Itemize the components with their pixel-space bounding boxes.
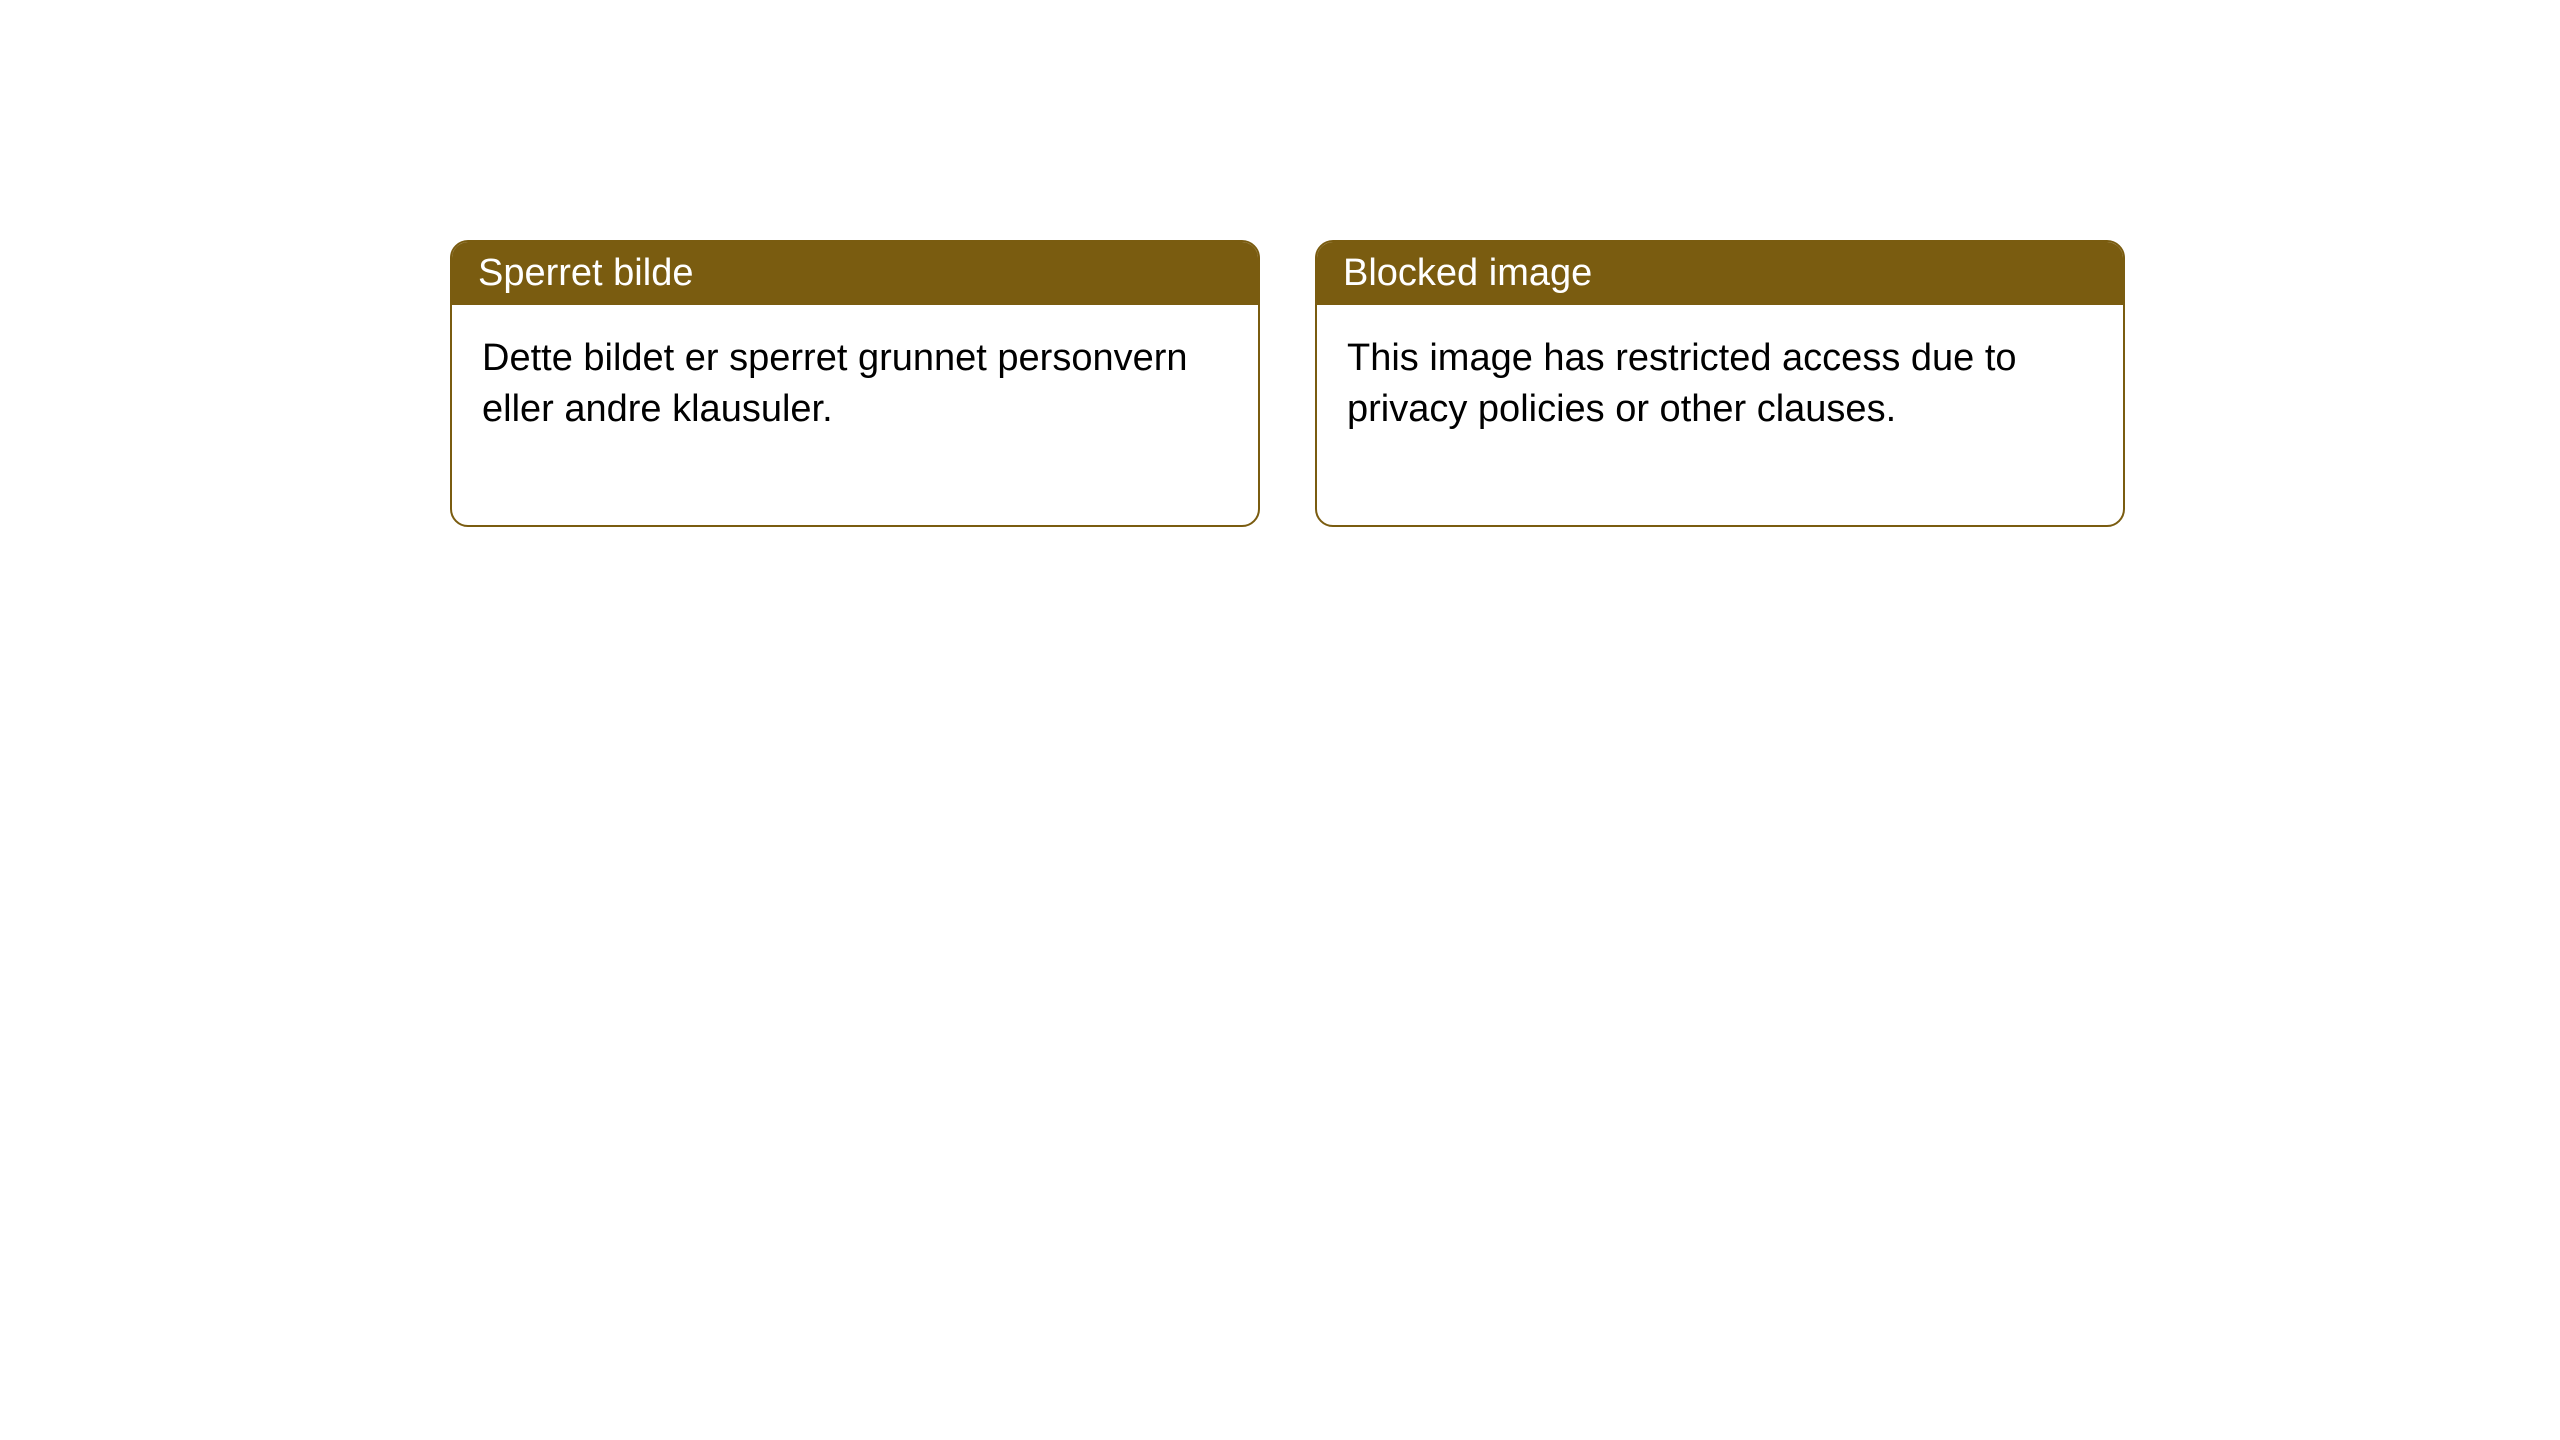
notice-body-english: This image has restricted access due to … — [1317, 305, 2123, 525]
notice-body-norwegian: Dette bildet er sperret grunnet personve… — [452, 305, 1258, 525]
notice-text-norwegian: Dette bildet er sperret grunnet personve… — [482, 337, 1188, 430]
notice-header-norwegian: Sperret bilde — [452, 242, 1258, 305]
notice-container: Sperret bilde Dette bildet er sperret gr… — [0, 0, 2560, 527]
notice-title-english: Blocked image — [1343, 252, 1592, 294]
notice-box-norwegian: Sperret bilde Dette bildet er sperret gr… — [450, 240, 1260, 527]
notice-header-english: Blocked image — [1317, 242, 2123, 305]
notice-text-english: This image has restricted access due to … — [1347, 337, 2017, 430]
notice-box-english: Blocked image This image has restricted … — [1315, 240, 2125, 527]
notice-title-norwegian: Sperret bilde — [478, 252, 693, 294]
